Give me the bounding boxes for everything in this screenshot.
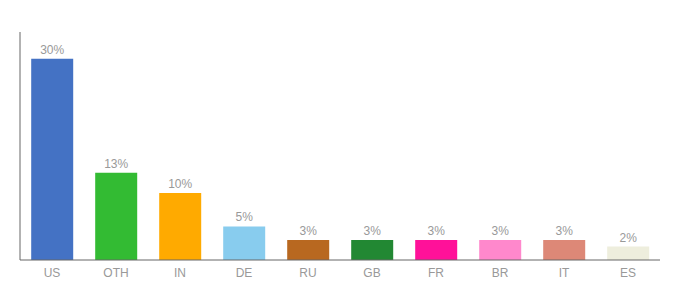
svg-text:IT: IT xyxy=(559,266,570,280)
svg-text:GB: GB xyxy=(363,266,380,280)
svg-text:OTH: OTH xyxy=(103,266,128,280)
svg-text:3%: 3% xyxy=(428,224,446,238)
svg-text:ES: ES xyxy=(620,266,636,280)
svg-text:3%: 3% xyxy=(364,224,382,238)
svg-text:3%: 3% xyxy=(556,224,574,238)
svg-text:2%: 2% xyxy=(620,231,638,245)
svg-text:US: US xyxy=(44,266,61,280)
svg-text:3%: 3% xyxy=(492,224,510,238)
svg-text:FR: FR xyxy=(428,266,444,280)
svg-text:10%: 10% xyxy=(168,177,192,191)
svg-text:IN: IN xyxy=(174,266,186,280)
svg-text:BR: BR xyxy=(492,266,509,280)
svg-text:RU: RU xyxy=(299,266,316,280)
svg-text:30%: 30% xyxy=(40,43,64,57)
svg-text:3%: 3% xyxy=(300,224,318,238)
svg-text:DE: DE xyxy=(236,266,253,280)
svg-text:13%: 13% xyxy=(104,157,128,171)
svg-text:5%: 5% xyxy=(236,210,254,224)
